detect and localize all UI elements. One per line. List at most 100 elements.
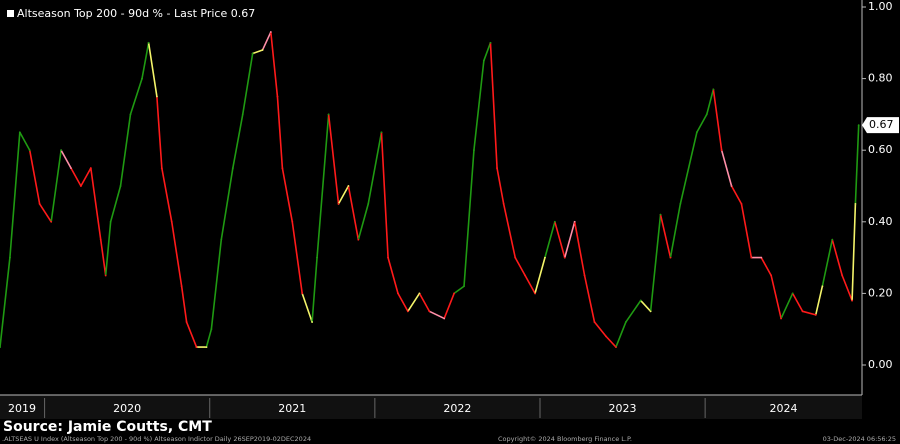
line-vertex: [712, 88, 715, 91]
line-segment: [397, 292, 409, 313]
line-vertex: [397, 292, 399, 295]
line-vertex: [624, 321, 627, 323]
line-vertex: [593, 321, 596, 323]
line-vertex: [573, 220, 576, 223]
line-segment: [281, 167, 294, 223]
line-vertex: [854, 203, 857, 205]
line-segment: [380, 131, 389, 259]
line-vertex: [367, 203, 370, 205]
line-vertex: [119, 185, 122, 187]
line-segment: [99, 238, 107, 277]
line-segment: [649, 213, 662, 313]
line-segment: [831, 238, 843, 277]
line-segment: [80, 167, 92, 187]
line-segment: [316, 113, 330, 259]
line-vertex: [104, 274, 107, 277]
line-segment: [38, 203, 52, 223]
line-segment: [524, 274, 536, 295]
line-segment: [679, 131, 698, 205]
y-tick-label: 0.40: [868, 215, 893, 228]
line-segment: [669, 203, 682, 259]
line-segment: [327, 113, 340, 205]
line-vertex: [281, 167, 284, 170]
line-segment: [357, 203, 370, 241]
line-segment: [60, 149, 72, 169]
line-vertex: [50, 220, 53, 223]
line-segment: [418, 292, 431, 313]
line-segment: [573, 221, 586, 277]
line-segment: [821, 238, 834, 288]
line-vertex: [109, 220, 112, 223]
line-vertex: [428, 310, 431, 313]
line-vertex: [251, 52, 254, 55]
line-vertex: [821, 285, 824, 288]
line-segment: [760, 256, 772, 277]
line-vertex: [406, 310, 409, 313]
line-segment: [276, 95, 284, 169]
line-segment: [180, 285, 188, 323]
line-vertex: [770, 274, 773, 277]
line-segment: [514, 256, 526, 277]
line-vertex: [583, 274, 586, 277]
line-segment: [347, 185, 360, 241]
line-segment: [104, 221, 112, 277]
line-vertex: [514, 256, 517, 259]
line-segment: [720, 149, 733, 187]
line-vertex: [269, 31, 272, 33]
line-vertex: [605, 335, 607, 338]
line-segment: [220, 167, 234, 241]
line-segment: [311, 256, 318, 323]
line-segment: [593, 321, 607, 338]
line-segment: [291, 221, 303, 295]
line-vertex: [38, 203, 41, 205]
last-price-label: 0.67: [869, 118, 894, 131]
line-segment: [337, 185, 350, 205]
line-segment: [453, 285, 465, 295]
line-segment: [407, 292, 421, 313]
line-vertex: [170, 220, 173, 223]
line-vertex: [18, 131, 21, 134]
x-tick-label: 2019: [8, 402, 36, 415]
line-segment: [301, 292, 313, 323]
line-vertex: [496, 167, 498, 170]
line-segment: [210, 238, 223, 331]
line-vertex: [659, 213, 662, 216]
line-vertex: [205, 346, 208, 348]
line-segment: [205, 328, 213, 348]
line-segment: [170, 221, 183, 288]
line-segment: [705, 88, 715, 116]
line-segment: [156, 95, 163, 169]
line-segment: [563, 221, 576, 259]
line-vertex: [473, 149, 475, 152]
line-vertex: [730, 185, 733, 187]
line-vertex: [463, 285, 465, 288]
y-tick-label: 1.00: [868, 0, 893, 13]
line-segment: [841, 274, 853, 302]
line-segment: [251, 49, 264, 55]
line-segment: [473, 59, 485, 151]
y-tick-label: 0.20: [868, 286, 893, 299]
footer-left: .ALTSEAS U Index (Altseason Top 200 - 90…: [2, 435, 311, 443]
line-vertex: [649, 310, 652, 313]
line-segment: [696, 113, 708, 134]
line-segment: [502, 203, 517, 259]
line-segment: [534, 256, 546, 295]
footer-center: Copyright© 2024 Bloomberg Finance L.P.: [498, 435, 632, 443]
line-segment: [615, 321, 627, 348]
line-segment: [659, 213, 672, 259]
line-vertex: [544, 256, 546, 259]
line-vertex: [195, 346, 198, 348]
line-segment: [141, 41, 150, 80]
line-vertex: [705, 113, 708, 116]
line-vertex: [89, 167, 92, 170]
line-vertex: [316, 256, 318, 259]
line-vertex: [563, 256, 566, 259]
line-vertex: [831, 238, 834, 241]
line-vertex: [814, 313, 817, 316]
line-vertex: [453, 292, 456, 295]
line-vertex: [337, 203, 340, 205]
line-vertex: [141, 77, 143, 80]
line-vertex: [720, 149, 723, 152]
